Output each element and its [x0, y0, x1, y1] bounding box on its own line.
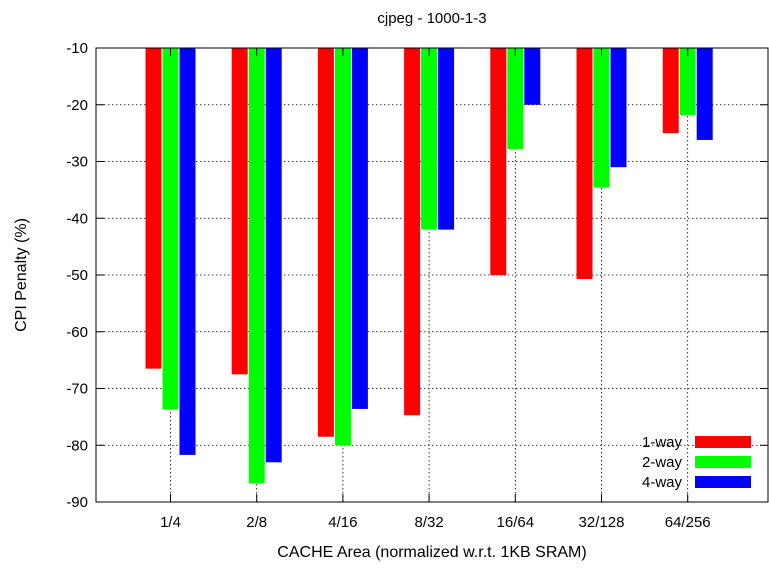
legend-label: 1-way — [642, 434, 683, 451]
bar-2-way — [162, 48, 179, 410]
y-tick-label: -70 — [66, 381, 88, 398]
x-axis-label: CACHE Area (normalized w.r.t. 1KB SRAM) — [277, 544, 586, 561]
bar-4-way — [265, 48, 282, 463]
bar-2-way — [421, 48, 438, 230]
bar-4-way — [610, 48, 627, 168]
x-tick-label: 8/32 — [414, 514, 443, 531]
legend-swatch — [695, 456, 751, 468]
bar-4-way — [179, 48, 196, 455]
legend-swatch — [695, 436, 751, 448]
bar-1-way — [662, 48, 679, 134]
x-tick-label: 1/4 — [160, 514, 181, 531]
legend-label: 4-way — [642, 474, 683, 491]
bar-2-way — [507, 48, 524, 150]
y-tick-label: -30 — [66, 154, 88, 171]
bar-1-way — [317, 48, 334, 437]
y-tick-label: -80 — [66, 437, 88, 454]
y-tick-label: -90 — [66, 494, 88, 511]
y-tick-label: -60 — [66, 324, 88, 341]
bar-2-way — [593, 48, 610, 188]
y-tick-label: -10 — [66, 40, 88, 57]
x-tick-label: 64/256 — [665, 514, 711, 531]
x-tick-label: 32/128 — [579, 514, 625, 531]
legend-swatch — [695, 476, 751, 488]
bar-4-way — [524, 48, 541, 105]
x-tick-label: 2/8 — [246, 514, 267, 531]
bar-1-way — [404, 48, 421, 416]
chart-title: cjpeg - 1000-1-3 — [377, 10, 486, 27]
bar-4-way — [351, 48, 368, 409]
bar-1-way — [490, 48, 507, 275]
x-tick-label: 4/16 — [328, 514, 357, 531]
y-axis-label: CPI Penalty (%) — [13, 218, 30, 332]
ticks: -10 -20 -30 -40 -50 -60 -70 -80 -90 1/4 2/8 4/16 8/3… — [66, 40, 768, 531]
bar-1-way — [145, 48, 162, 369]
bar-2-way — [334, 48, 351, 446]
bar-2-way — [679, 48, 696, 115]
bar-4-way — [696, 48, 713, 140]
bar-1-way — [231, 48, 248, 375]
legend: 1-way 2-way 4-way — [642, 434, 751, 491]
bar-1-way — [576, 48, 593, 279]
y-tick-label: -50 — [66, 267, 88, 284]
legend-label: 2-way — [642, 454, 683, 471]
y-tick-label: -20 — [66, 97, 88, 114]
bar-2-way — [248, 48, 265, 484]
x-tick-label: 16/64 — [497, 514, 535, 531]
bar-4-way — [438, 48, 455, 230]
y-tick-label: -40 — [66, 210, 88, 227]
bars — [145, 48, 713, 484]
